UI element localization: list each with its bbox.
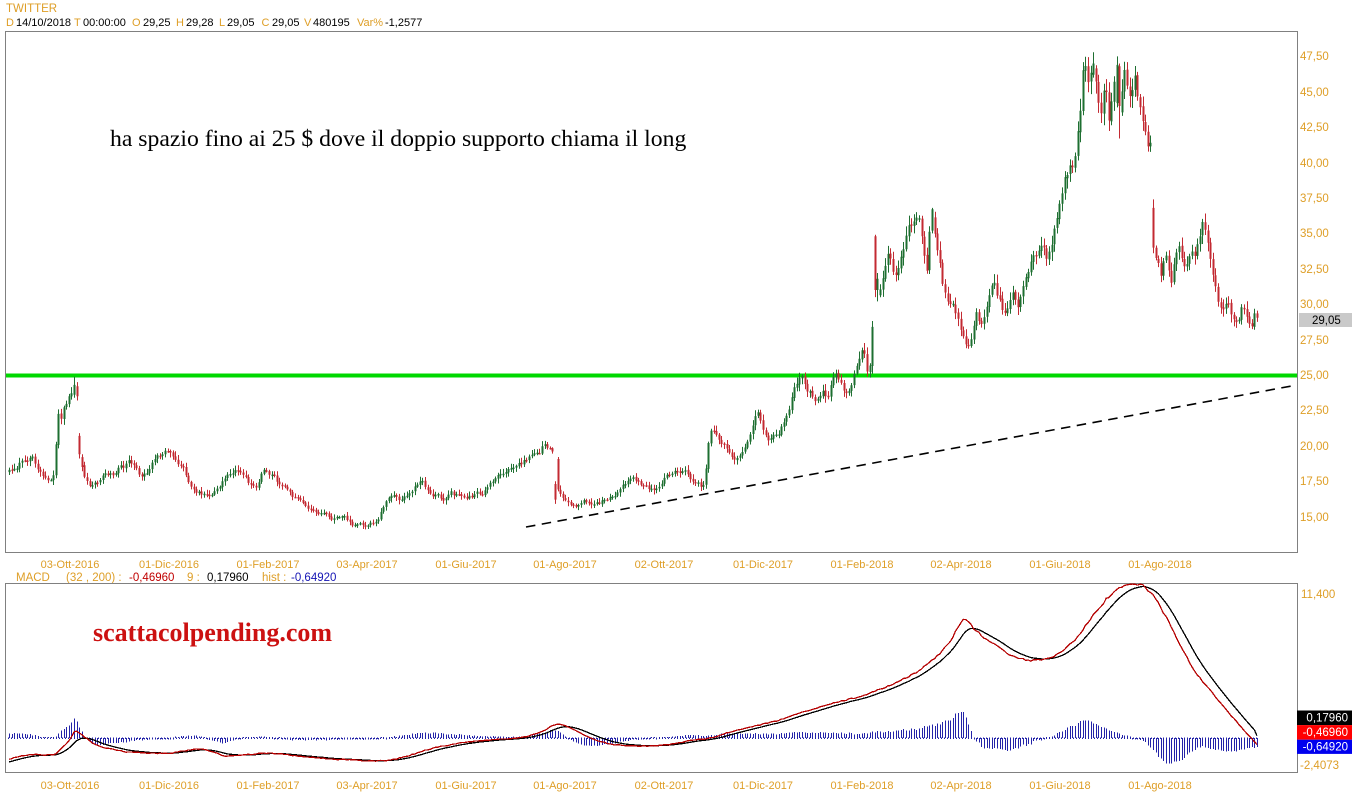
svg-text:hist :: hist : [262, 572, 286, 584]
svg-text:-0,64920: -0,64920 [1303, 742, 1348, 754]
svg-text:ha spazio fino ai 25 $ dove il: ha spazio fino ai 25 $ dove il doppio su… [110, 126, 686, 152]
svg-text:D: D [6, 17, 14, 29]
svg-text:01-Ago-2017: 01-Ago-2017 [533, 559, 597, 571]
svg-text:-1,2577: -1,2577 [385, 17, 422, 29]
svg-text:01-Ago-2018: 01-Ago-2018 [1128, 559, 1192, 571]
svg-text:Var%: Var% [357, 17, 383, 29]
svg-text:03-Apr-2017: 03-Apr-2017 [336, 780, 397, 792]
svg-text:01-Ago-2018: 01-Ago-2018 [1128, 780, 1192, 792]
svg-text:-0,46960: -0,46960 [1303, 727, 1348, 739]
svg-text:01-Dic-2017: 01-Dic-2017 [733, 780, 793, 792]
svg-text:29,05: 29,05 [1312, 315, 1341, 327]
svg-text:(32 , 200) :: (32 , 200) : [66, 572, 122, 584]
svg-text:02-Apr-2018: 02-Apr-2018 [930, 559, 991, 571]
svg-text:L: L [219, 17, 225, 29]
svg-text:00:00:00: 00:00:00 [83, 17, 126, 29]
svg-text:-0,46960: -0,46960 [129, 572, 174, 584]
svg-text:O: O [132, 17, 141, 29]
svg-text:01-Giu-2017: 01-Giu-2017 [435, 559, 496, 571]
svg-text:MACD: MACD [16, 572, 50, 584]
svg-text:40,00: 40,00 [1300, 158, 1329, 170]
svg-text:02-Ott-2017: 02-Ott-2017 [635, 780, 694, 792]
svg-text:27,50: 27,50 [1300, 335, 1329, 347]
svg-text:01-Giu-2018: 01-Giu-2018 [1029, 780, 1090, 792]
svg-text:T: T [74, 17, 81, 29]
svg-text:29,25: 29,25 [143, 17, 171, 29]
svg-text:30,00: 30,00 [1300, 299, 1329, 311]
svg-text:45,00: 45,00 [1300, 87, 1329, 99]
svg-text:11,400: 11,400 [1301, 589, 1335, 601]
svg-text:03-Apr-2017: 03-Apr-2017 [336, 559, 397, 571]
svg-text:01-Dic-2016: 01-Dic-2016 [139, 559, 199, 571]
svg-text:-2,4073: -2,4073 [1300, 760, 1339, 772]
svg-text:01-Feb-2017: 01-Feb-2017 [237, 559, 300, 571]
svg-text:V: V [304, 17, 312, 29]
svg-text:01-Feb-2017: 01-Feb-2017 [237, 780, 300, 792]
svg-text:22,50: 22,50 [1300, 405, 1329, 417]
svg-text:01-Feb-2018: 01-Feb-2018 [831, 780, 894, 792]
svg-text:42,50: 42,50 [1300, 122, 1329, 134]
svg-text:01-Ago-2017: 01-Ago-2017 [533, 780, 597, 792]
svg-text:H: H [176, 17, 184, 29]
svg-text:14/10/2018: 14/10/2018 [16, 17, 71, 29]
svg-text:01-Giu-2018: 01-Giu-2018 [1029, 559, 1090, 571]
svg-text:37,50: 37,50 [1300, 193, 1329, 205]
svg-text:47,50: 47,50 [1300, 51, 1329, 63]
svg-text:01-Dic-2016: 01-Dic-2016 [139, 780, 199, 792]
svg-text:scattacolpending.com: scattacolpending.com [93, 618, 332, 647]
svg-text:01-Dic-2017: 01-Dic-2017 [733, 559, 793, 571]
svg-text:480195: 480195 [313, 17, 350, 29]
svg-text:15,00: 15,00 [1300, 512, 1329, 524]
svg-text:0,17960: 0,17960 [207, 572, 249, 584]
svg-text:35,00: 35,00 [1300, 228, 1329, 240]
svg-text:-0,64920: -0,64920 [291, 572, 336, 584]
svg-text:03-Ott-2016: 03-Ott-2016 [41, 780, 100, 792]
svg-text:29,28: 29,28 [186, 17, 214, 29]
svg-text:9 :: 9 : [187, 572, 200, 584]
svg-text:01-Feb-2018: 01-Feb-2018 [831, 559, 894, 571]
svg-text:25,00: 25,00 [1300, 370, 1329, 382]
svg-text:TWITTER: TWITTER [6, 3, 57, 15]
svg-text:C: C [262, 17, 270, 29]
svg-text:0,17960: 0,17960 [1306, 713, 1348, 725]
svg-text:29,05: 29,05 [227, 17, 255, 29]
svg-text:01-Giu-2017: 01-Giu-2017 [435, 780, 496, 792]
svg-text:32,50: 32,50 [1300, 264, 1329, 276]
svg-text:02-Ott-2017: 02-Ott-2017 [635, 559, 694, 571]
svg-text:03-Ott-2016: 03-Ott-2016 [41, 559, 100, 571]
svg-text:20,00: 20,00 [1300, 441, 1329, 453]
svg-text:29,05: 29,05 [272, 17, 300, 29]
svg-text:02-Apr-2018: 02-Apr-2018 [930, 780, 991, 792]
svg-text:17,50: 17,50 [1300, 476, 1329, 488]
